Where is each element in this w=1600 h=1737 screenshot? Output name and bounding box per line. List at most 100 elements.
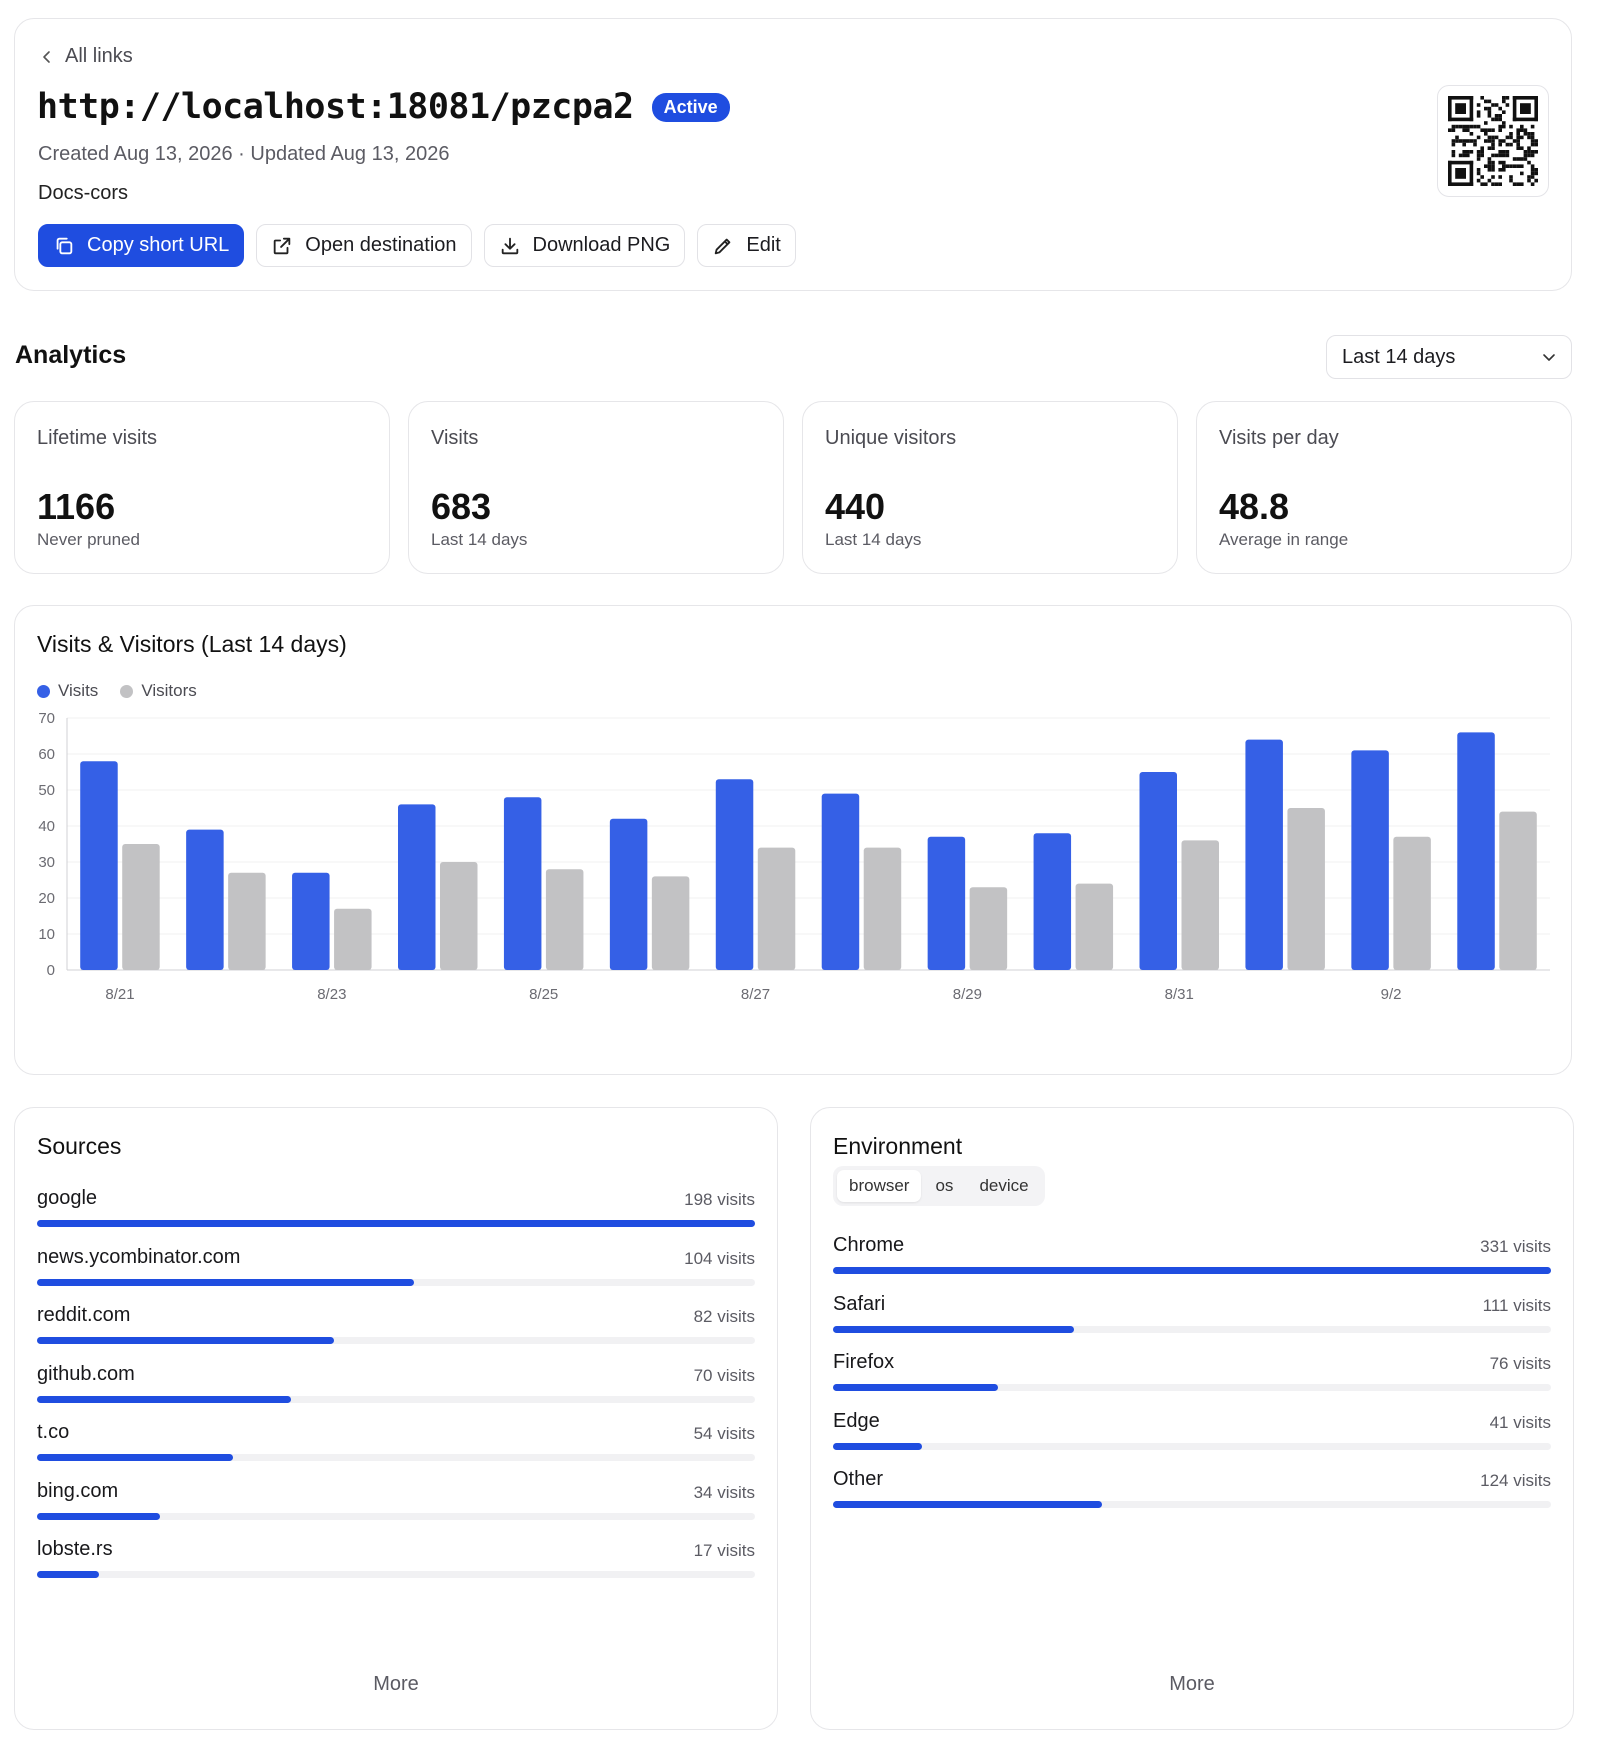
list-item-count: 70 visits <box>693 1365 755 1385</box>
progress-track <box>833 1325 1551 1333</box>
qr-module <box>1480 175 1484 179</box>
download-png-label: Download PNG <box>532 234 671 256</box>
copy-short-url-button[interactable]: Copy short URL <box>38 224 245 267</box>
bar-visitors <box>334 908 372 970</box>
bar-visits <box>1139 772 1177 970</box>
qr-module <box>1462 150 1466 154</box>
progress-fill <box>37 1278 415 1286</box>
environment-more-button[interactable]: More <box>1169 1673 1215 1695</box>
qr-module <box>1520 171 1524 176</box>
progress-fill <box>37 1395 291 1403</box>
qr-module <box>1455 135 1459 140</box>
qr-module <box>1530 142 1535 147</box>
qr-module <box>1451 124 1456 129</box>
list-item[interactable]: Other 124 visits <box>833 1468 1551 1527</box>
legend-item-visits[interactable]: Visits <box>37 681 98 701</box>
progress-fill <box>37 1337 335 1344</box>
qr-module <box>1462 142 1466 147</box>
list-item[interactable]: Firefox 76 visits <box>833 1351 1551 1410</box>
stat-subtext: Average in range <box>1219 530 1349 549</box>
qr-module <box>1530 139 1535 143</box>
qr-module <box>1505 150 1510 154</box>
qr-module <box>1502 153 1506 158</box>
edit-label: Edit <box>746 234 781 256</box>
list-item[interactable]: Safari 111 visits <box>833 1293 1551 1352</box>
qr-module <box>1502 96 1506 100</box>
tab-os[interactable]: os <box>935 1176 954 1195</box>
list-item-name: Firefox <box>833 1351 895 1373</box>
qr-module <box>1498 150 1502 154</box>
list-item[interactable]: lobste.rs 17 visits <box>37 1538 755 1597</box>
legend-item-visitors[interactable]: Visitors <box>120 681 197 701</box>
progress-fill <box>37 1512 161 1520</box>
qr-module <box>1498 168 1502 172</box>
list-item[interactable]: Edge 41 visits <box>833 1410 1551 1469</box>
pencil-icon <box>715 238 731 254</box>
qr-module <box>1520 103 1531 114</box>
qr-module <box>1480 128 1484 132</box>
qr-module <box>1466 128 1470 132</box>
qr-module <box>1487 146 1492 150</box>
qr-module <box>1502 160 1506 165</box>
qr-module <box>1505 164 1510 168</box>
tab-device[interactable]: device <box>979 1176 1029 1195</box>
qr-module <box>1512 96 1538 100</box>
back-link[interactable]: All links <box>39 45 133 68</box>
qr-module <box>1476 157 1481 161</box>
list-item[interactable]: bing.com 34 visits <box>37 1480 755 1539</box>
list-item[interactable]: google 198 visits <box>37 1187 755 1246</box>
qr-module <box>1466 150 1470 154</box>
qr-module <box>1448 160 1474 165</box>
download-png-button[interactable]: Download PNG <box>483 224 686 267</box>
qr-module <box>1530 135 1535 140</box>
qr-module <box>1520 124 1524 129</box>
qr-module <box>1487 178 1492 183</box>
bar-visitors <box>1181 840 1219 970</box>
qr-module <box>1530 182 1535 186</box>
list-item-count: 331 visits <box>1480 1237 1551 1256</box>
qr-module <box>1527 146 1531 150</box>
list-item[interactable]: t.co 54 visits <box>37 1421 755 1480</box>
bar-visits <box>1245 739 1283 970</box>
open-destination-button[interactable]: Open destination <box>256 224 472 267</box>
qr-module <box>1523 132 1528 136</box>
qr-module <box>1487 157 1492 161</box>
progress-track <box>37 1454 755 1461</box>
list-item-count: 76 visits <box>1489 1354 1551 1373</box>
qr-module <box>1469 160 1474 186</box>
list-item[interactable]: reddit.com 82 visits <box>37 1304 755 1363</box>
qr-module <box>1484 164 1488 168</box>
qr-module <box>1484 121 1488 125</box>
bar-visitors <box>651 876 690 970</box>
qr-module <box>1494 135 1499 140</box>
progress-track <box>37 1337 755 1344</box>
qr-module <box>1480 150 1484 154</box>
qr-module <box>1516 164 1520 168</box>
qr-module <box>1512 139 1517 143</box>
edit-button[interactable]: Edit <box>697 224 796 267</box>
environment-list: Chrome 331 visits Safari 111 visits Firefox 7… <box>833 1234 1551 1527</box>
qr-module <box>1487 110 1492 114</box>
progress-fill <box>833 1267 1551 1274</box>
qr-module <box>1498 160 1502 165</box>
qr-module <box>1498 124 1502 129</box>
list-item[interactable]: news.ycombinator.com 104 visits <box>37 1246 755 1305</box>
bar-visitors <box>1393 836 1431 970</box>
qr-module <box>1494 114 1499 118</box>
status-badge: Active <box>651 92 730 122</box>
qr-module <box>1480 146 1484 150</box>
qr-module <box>1469 124 1474 129</box>
list-item[interactable]: Chrome 331 visits <box>833 1234 1551 1293</box>
date-range-select[interactable]: Last 14 days <box>1326 335 1572 379</box>
qr-module <box>1502 99 1506 104</box>
back-link-label: All links <box>65 45 133 67</box>
progress-track <box>37 1220 755 1227</box>
qr-module <box>1509 135 1513 140</box>
qr-module <box>1491 160 1495 165</box>
list-item[interactable]: github.com 70 visits <box>37 1363 755 1422</box>
tab-browser[interactable]: browser <box>837 1170 922 1202</box>
stat-card-visits: Visits 683 Last 14 days <box>408 401 784 574</box>
list-item-count: 34 visits <box>693 1482 755 1502</box>
sources-more-button[interactable]: More <box>373 1673 419 1695</box>
stat-card-unique-visitors: Unique visitors 440 Last 14 days <box>802 401 1178 574</box>
